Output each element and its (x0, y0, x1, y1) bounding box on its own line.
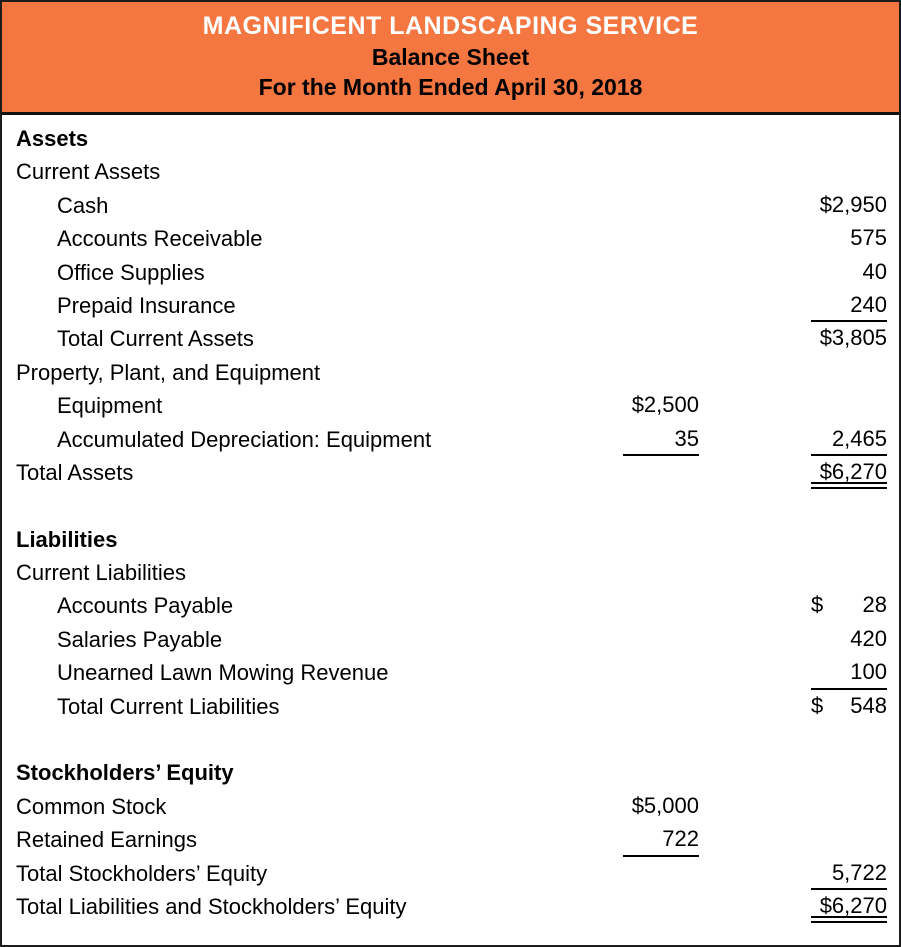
row-prepaid-insurance: Prepaid Insurance 240 (16, 289, 887, 323)
row-label: Cash (57, 192, 109, 218)
right-amount (811, 389, 887, 422)
row-ppe-header: Property, Plant, and Equipment (16, 356, 887, 389)
row-label: Accounts Receivable (57, 226, 263, 252)
mid-amount (623, 122, 699, 155)
right-amount (811, 556, 887, 589)
row-label: Total Current Liabilities (57, 693, 280, 719)
row-label: Office Supplies (57, 259, 205, 285)
right-amount: 240 (811, 289, 887, 323)
report-header: MAGNIFICENT LANDSCAPING SERVICE Balance … (2, 2, 899, 115)
row-label: Common Stock (16, 793, 167, 819)
right-amount: 100 (811, 656, 887, 690)
right-amount (811, 523, 887, 556)
row-total-liabilities-and-equity: Total Liabilities and Stockholders’ Equi… (16, 890, 887, 924)
spacer-row (16, 489, 887, 522)
mid-amount (623, 256, 699, 289)
row-label: Liabilities (16, 526, 118, 552)
row-current-liabilities-header: Current Liabilities (16, 556, 887, 589)
mid-amount (623, 289, 699, 322)
right-amount: 420 (850, 625, 887, 651)
mid-amount (623, 523, 699, 556)
row-label: Current Assets (16, 159, 161, 185)
mid-amount (623, 155, 699, 188)
right-amount (811, 823, 887, 856)
row-label: Accounts Payable (57, 593, 234, 619)
right-amount: 2,465 (811, 423, 887, 456)
row-label: Salaries Payable (57, 626, 223, 652)
right-amount: $3,805 (819, 325, 887, 351)
row-unearned-revenue: Unearned Lawn Mowing Revenue 100 (16, 656, 887, 690)
statement-body: Assets Current Assets Cash $2,950 Accoun… (2, 115, 899, 945)
mid-amount (623, 189, 699, 222)
row-salaries-payable: Salaries Payable 420 (16, 623, 887, 656)
row-total-stockholders-equity: Total Stockholders’ Equity 5,722 (16, 857, 887, 890)
mid-amount: 35 (623, 423, 699, 456)
mid-amount: $2,500 (631, 392, 699, 418)
report-period: For the Month Ended April 30, 2018 (258, 74, 643, 100)
row-current-assets-header: Current Assets (16, 155, 887, 188)
company-name: MAGNIFICENT LANDSCAPING SERVICE (202, 12, 699, 40)
right-amount: $6,270 (811, 890, 887, 924)
right-amount: 575 (850, 225, 887, 251)
row-label: Retained Earnings (16, 827, 198, 853)
mid-amount: 722 (623, 823, 699, 857)
row-accumulated-depreciation: Accumulated Depreciation: Equipment 35 2… (16, 423, 887, 456)
row-common-stock: Common Stock $5,000 (16, 790, 887, 823)
row-label: Total Liabilities and Stockholders’ Equi… (16, 893, 407, 919)
mid-amount: $5,000 (631, 792, 699, 818)
row-label: Accumulated Depreciation: Equipment (57, 426, 432, 452)
mid-amount (623, 556, 699, 589)
right-amount (811, 756, 887, 789)
row-retained-earnings: Retained Earnings 722 (16, 823, 887, 857)
row-total-current-assets: Total Current Assets $3,805 (16, 322, 887, 355)
row-equipment: Equipment $2,500 (16, 389, 887, 422)
right-amount: $6,270 (811, 456, 887, 490)
row-label: Total Stockholders’ Equity (16, 860, 268, 886)
mid-amount (623, 322, 699, 355)
mid-amount (623, 756, 699, 789)
row-stockholders-equity-header: Stockholders’ Equity (16, 756, 887, 789)
row-label: Total Current Assets (57, 326, 254, 352)
right-amount: $548 (811, 692, 887, 718)
mid-amount (623, 857, 699, 890)
right-amount (811, 790, 887, 823)
mid-amount (623, 690, 699, 723)
right-amount (811, 356, 887, 389)
mid-amount (623, 623, 699, 656)
mid-amount (623, 222, 699, 255)
row-accounts-receivable: Accounts Receivable 575 (16, 222, 887, 255)
mid-amount (623, 356, 699, 389)
mid-amount (623, 890, 699, 923)
row-cash: Cash $2,950 (16, 189, 887, 222)
row-total-current-liabilities: Total Current Liabilities $548 (16, 690, 887, 723)
right-amount (811, 122, 887, 155)
row-label: Unearned Lawn Mowing Revenue (57, 660, 389, 686)
right-amount: 40 (862, 258, 887, 284)
right-amount (811, 155, 887, 188)
row-total-assets: Total Assets $6,270 (16, 456, 887, 490)
row-label: Total Assets (16, 459, 134, 485)
row-accounts-payable: Accounts Payable $28 (16, 589, 887, 622)
mid-amount (623, 456, 699, 489)
row-label: Stockholders’ Equity (16, 760, 234, 786)
mid-amount (623, 589, 699, 622)
row-liabilities-header: Liabilities (16, 523, 887, 556)
row-label: Property, Plant, and Equipment (16, 359, 321, 385)
row-label: Equipment (57, 393, 163, 419)
mid-amount (623, 656, 699, 689)
report-title: Balance Sheet (371, 44, 530, 70)
spacer-row (16, 723, 887, 756)
right-amount: $2,950 (819, 191, 887, 217)
right-amount: $28 (811, 592, 887, 618)
row-assets-header: Assets (16, 122, 887, 155)
row-office-supplies: Office Supplies 40 (16, 256, 887, 289)
row-label: Prepaid Insurance (57, 292, 236, 318)
row-label: Current Liabilities (16, 560, 186, 586)
right-amount: 5,722 (811, 857, 887, 890)
row-label: Assets (16, 126, 89, 151)
